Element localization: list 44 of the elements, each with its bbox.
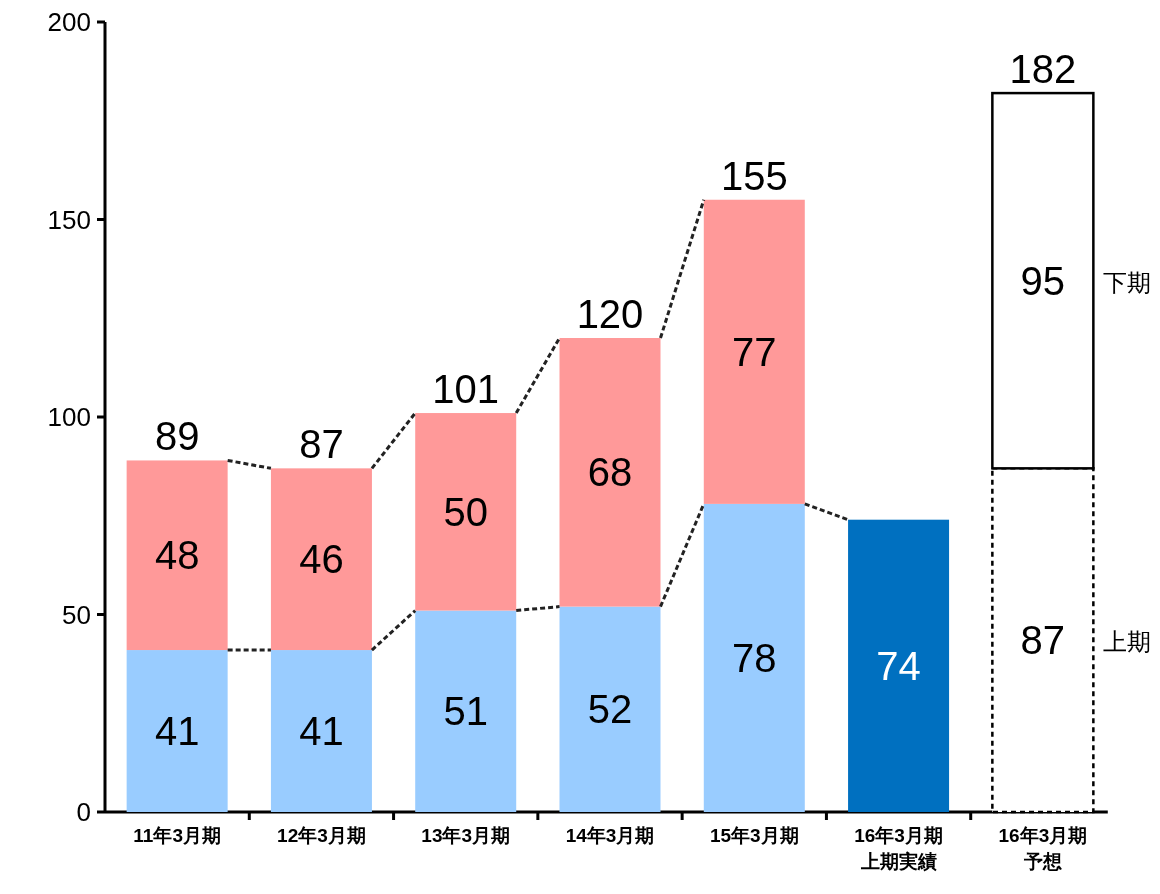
y-tick-label: 0 bbox=[76, 797, 91, 827]
x-tick-label: 15年3月期 bbox=[709, 825, 799, 846]
total-label: 120 bbox=[576, 292, 644, 336]
x-tick-label: 12年3月期 bbox=[277, 825, 366, 846]
total-label: 155 bbox=[720, 153, 788, 198]
bar bbox=[270, 468, 372, 651]
bar bbox=[559, 606, 661, 812]
y-tick-label: 200 bbox=[47, 7, 91, 37]
data-label: 87 bbox=[1020, 618, 1066, 663]
bar bbox=[415, 413, 517, 611]
data-label: 77 bbox=[732, 329, 777, 374]
bar bbox=[703, 199, 805, 504]
total-label: 101 bbox=[432, 367, 500, 412]
bar bbox=[415, 610, 517, 812]
data-label: 78 bbox=[732, 635, 777, 680]
data-label: 50 bbox=[443, 489, 488, 534]
y-tick-label: 150 bbox=[47, 204, 91, 235]
data-label: 52 bbox=[587, 687, 633, 732]
bar bbox=[126, 650, 228, 812]
data-label: 51 bbox=[443, 689, 488, 734]
total-label: 89 bbox=[154, 414, 200, 459]
total-label: 182 bbox=[1009, 47, 1077, 92]
series-label: 上期 bbox=[1103, 628, 1152, 656]
x-tick-label: 11年3月期 bbox=[133, 825, 221, 846]
data-label: 74 bbox=[876, 643, 921, 688]
bar bbox=[559, 338, 661, 607]
bar bbox=[126, 460, 228, 651]
data-label: 46 bbox=[299, 537, 344, 582]
x-tick-label: 14年3月期 bbox=[565, 825, 655, 846]
data-label: 48 bbox=[154, 533, 200, 578]
series-label: 下期 bbox=[1103, 268, 1152, 296]
x-tick-label: 13年3月期 bbox=[421, 825, 511, 846]
data-label: 41 bbox=[154, 709, 200, 754]
total-label: 87 bbox=[299, 422, 344, 467]
bar bbox=[270, 650, 372, 812]
x-tick-label: 16年3月期上期実績 bbox=[854, 825, 943, 872]
y-tick-label: 100 bbox=[47, 402, 91, 432]
bar bbox=[848, 519, 950, 812]
bar bbox=[703, 503, 805, 812]
data-label: 68 bbox=[587, 450, 633, 495]
x-tick-label: 16年3月期予想 bbox=[998, 825, 1088, 872]
data-label: 41 bbox=[299, 709, 344, 754]
y-tick-label: 50 bbox=[62, 599, 91, 630]
data-label: 95 bbox=[1020, 258, 1066, 303]
